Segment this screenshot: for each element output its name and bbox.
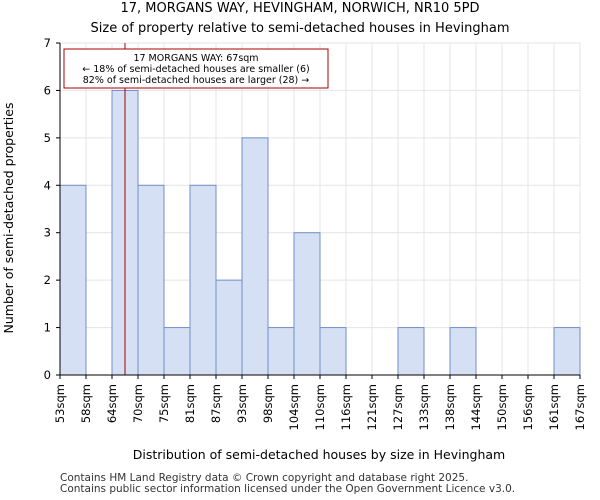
y-tick-label-5: 5 [44,131,51,145]
x-tick-label-1: 58sqm [79,384,93,423]
x-tick-labels: 53sqm 58sqm 64sqm 70sqm 75sqm 81sqm 87sqm 93sqm… [53,384,587,430]
x-tick-label-17: 150sqm [495,384,509,430]
x-tick-label-9: 104sqm [287,384,301,430]
bar-98sqm [267,327,295,376]
y-tick-label-2: 2 [44,273,51,287]
x-tick-label-7: 93sqm [235,384,249,423]
bar-75sqm [163,327,191,376]
chart-subtitle: Size of property relative to semi-detach… [91,21,510,36]
bar-127sqm [397,327,425,376]
x-tick-label-14: 133sqm [417,384,431,430]
bar-138sqm [449,327,477,376]
y-tick-label-0: 0 [44,368,51,382]
x-tick-label-20: 167sqm [573,384,587,430]
bar-104sqm [293,232,321,376]
x-tick-label-19: 161sqm [547,384,561,430]
x-tick-label-2: 64sqm [105,384,119,423]
x-tick-label-11: 116sqm [339,384,353,430]
x-tick-label-12: 121sqm [365,384,379,430]
chart-title: 17, MORGANS WAY, HEVINGHAM, NORWICH, NR1… [120,1,479,16]
annotation-line-1: 17 MORGANS WAY: 67sqm [133,53,258,64]
axes-layer [56,42,581,379]
y-tick-label-6: 6 [44,83,51,97]
x-tick-label-18: 156sqm [521,384,535,430]
y-tick-label-1: 1 [44,321,51,335]
annotation-box-frame [63,48,329,89]
x-tick-label-0: 53sqm [53,384,67,423]
bar-70sqm [137,184,165,376]
x-tick-label-4: 75sqm [157,384,171,423]
annotation-box: 17 MORGANS WAY: 67sqm ← 18% of semi-deta… [63,48,329,89]
bar-87sqm [215,279,243,376]
bars-layer [59,89,581,376]
y-tick-label-7: 7 [44,36,51,50]
y-tick-label-3: 3 [44,226,51,240]
x-tick-label-10: 110sqm [313,384,327,430]
footer-copyright: Contains HM Land Registry data © Crown c… [60,472,469,484]
x-tick-label-13: 127sqm [391,384,405,430]
bar-53sqm [59,184,87,376]
y-tick-label-4: 4 [44,178,51,192]
x-tick-label-3: 70sqm [131,384,145,423]
x-tick-label-16: 144sqm [469,384,483,430]
annotation-line-3: 82% of semi-detached houses are larger (… [83,75,310,86]
x-axis-title: Distribution of semi-detached houses by … [133,447,506,462]
bar-93sqm [241,137,269,376]
footer-licence: Contains public sector information licen… [60,483,516,495]
x-tick-label-8: 98sqm [261,384,275,423]
x-tick-label-6: 87sqm [209,384,223,423]
bar-110sqm [319,327,347,376]
x-tick-label-5: 81sqm [183,384,197,423]
y-tick-labels: 0 1 2 3 4 5 6 7 [44,36,51,382]
annotation-line-2: ← 18% of semi-detached houses are smalle… [82,64,310,75]
x-tick-label-15: 138sqm [443,384,457,430]
bar-81sqm [189,184,217,376]
bar-161sqm [553,327,581,376]
y-axis-title: Number of semi-detached properties [1,103,16,334]
